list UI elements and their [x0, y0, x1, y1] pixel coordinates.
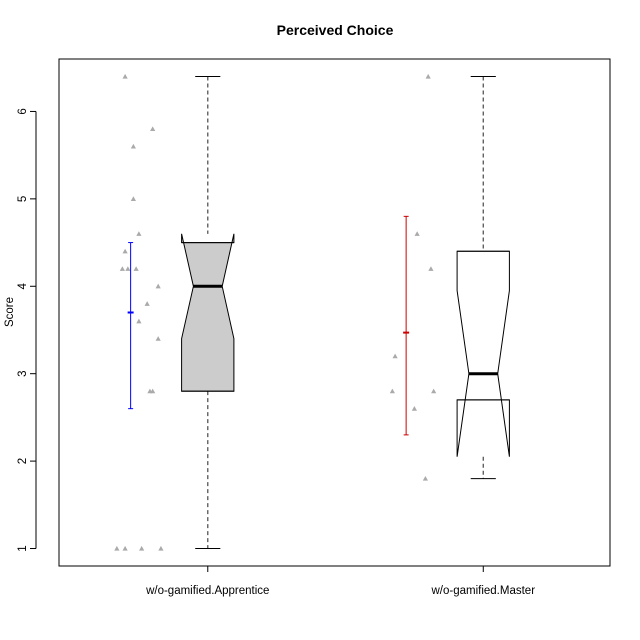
data-point [392, 353, 398, 359]
y-axis-label: Score [4, 297, 16, 327]
data-point [133, 266, 139, 271]
data-point [122, 73, 128, 79]
chart-title: Perceived Choice [277, 22, 394, 38]
data-point [422, 475, 429, 481]
data-point [114, 545, 120, 551]
data-point [139, 545, 145, 551]
notched-box [456, 250, 510, 457]
data-point [150, 126, 156, 132]
data-point [389, 388, 395, 394]
data-point [130, 196, 136, 201]
data-point [125, 266, 131, 271]
data-point [155, 283, 161, 289]
data-point [122, 545, 128, 551]
data-point [144, 301, 150, 306]
data-point [431, 388, 437, 394]
data-point [428, 266, 434, 271]
x-tick-label: w/o-gamified.Apprentice [145, 585, 269, 597]
plot-marks: w/o-gamified.Apprentice w/o-gamified.Mast… [114, 73, 535, 597]
data-point [122, 248, 128, 254]
data-point [119, 266, 125, 271]
data-point [155, 336, 161, 341]
data-point [136, 318, 142, 324]
y-tick-label: 2 [17, 458, 29, 464]
data-point [411, 406, 417, 411]
y-tick-label: 4 [17, 282, 29, 289]
data-point [425, 73, 431, 79]
data-point [150, 388, 156, 394]
data-point [136, 231, 142, 236]
data-point [130, 143, 136, 149]
x-tick-label: w/o-gamified.Master [430, 585, 535, 597]
y-tick-label: 6 [17, 108, 29, 114]
box-group: w/o-gamified.Master [389, 73, 535, 597]
y-tick-label: 1 [17, 545, 29, 551]
y-axis: 1 2 3 4 5 6 [17, 108, 37, 552]
data-point [414, 231, 420, 236]
box-group: w/o-gamified.Apprentice [114, 73, 269, 597]
y-tick-label: 3 [17, 370, 29, 376]
data-point [158, 545, 164, 551]
notched-box [181, 233, 235, 392]
y-tick-label: 5 [17, 196, 29, 202]
plot-frame [58, 58, 611, 567]
